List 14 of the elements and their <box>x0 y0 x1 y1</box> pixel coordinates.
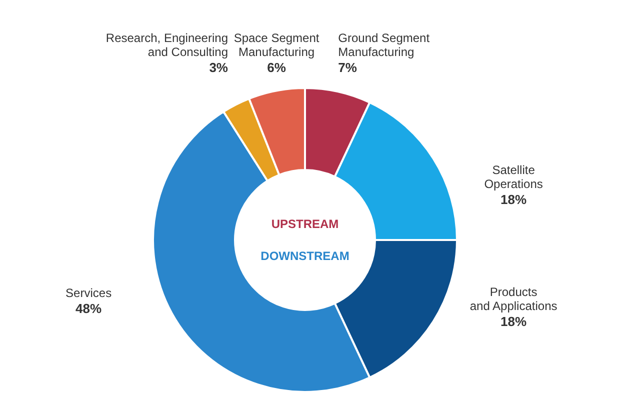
slice-label: Products and Applications <box>470 285 558 314</box>
slice-label: Ground Segment Manufacturing <box>338 31 430 59</box>
text: UPSTREAM <box>271 217 339 231</box>
slice-label: Services <box>66 286 112 300</box>
slice-label: Space Segment Manufacturing <box>234 31 320 59</box>
data-label: 18% <box>500 192 527 207</box>
data-label: 48% <box>76 300 102 316</box>
data-label: 7% <box>338 60 358 75</box>
slice-label: Research, Engineering and Consulting <box>106 31 228 59</box>
data-label: 18% <box>500 314 527 330</box>
slice-label: Satellite Operations <box>484 162 543 191</box>
data-label: 6% <box>267 60 286 75</box>
text: DOWNSTREAM <box>260 249 350 263</box>
data-label: 3% <box>209 60 228 75</box>
